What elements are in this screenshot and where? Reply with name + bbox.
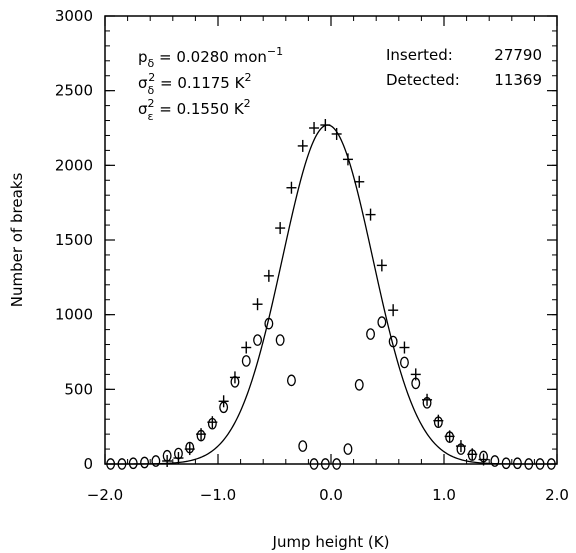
plus-marker — [365, 208, 376, 221]
y-tick-label: 1000 — [55, 306, 93, 324]
circle-marker — [298, 440, 308, 452]
circle-marker — [411, 377, 421, 390]
plus-marker — [354, 175, 365, 188]
plus-marker — [286, 181, 297, 194]
plus-marker — [241, 341, 252, 354]
circle-marker — [501, 457, 511, 470]
ticks: −2.0 −1.0 0.0 1.0 2.0 0 500 1000 1500 2000 2500 300… — [55, 7, 569, 504]
circle-marker — [264, 317, 274, 330]
detected-value: 11369 — [494, 71, 542, 89]
break-counts: Inserted: 27790 Detected: 11369 — [386, 46, 542, 89]
detected-label: Detected: — [386, 71, 460, 89]
plus-marker — [376, 259, 387, 272]
circle-marker — [456, 443, 466, 455]
circle-marker — [332, 458, 342, 470]
circle-marker — [388, 335, 398, 348]
y-tick-label: 500 — [64, 380, 93, 398]
fit-curve — [105, 124, 557, 465]
circle-marker — [309, 458, 319, 470]
circle-marker — [320, 458, 330, 470]
y-tick-label: 0 — [83, 455, 93, 473]
circle-marker — [524, 458, 534, 470]
plus-marker — [275, 222, 286, 235]
plus-marker — [252, 298, 263, 311]
circle-marker — [162, 449, 172, 462]
plus-marker — [218, 395, 229, 408]
circle-marker — [219, 401, 229, 414]
parameter-annotations: pδ = 0.0280 mon−1 σδ2 = 0.1175 K2 σε2 = … — [138, 45, 283, 123]
plus-marker — [331, 127, 342, 140]
circle-marker — [241, 355, 251, 367]
y-tick-label: 3000 — [55, 7, 93, 25]
plus-marker — [309, 122, 320, 134]
circle-marker — [513, 457, 522, 470]
circle-marker — [230, 376, 240, 388]
circle-marker — [445, 431, 455, 443]
data-markers — [106, 119, 556, 470]
circle-marker — [343, 443, 353, 455]
param-sigma-epsilon: σε2 = 0.1550 K2 — [138, 97, 251, 123]
plus-marker — [399, 341, 410, 354]
circle-marker — [377, 316, 387, 328]
circle-marker — [535, 458, 545, 470]
x-tick-label: 2.0 — [545, 486, 569, 504]
circle-marker — [185, 441, 195, 454]
plus-marker — [388, 304, 399, 317]
x-tick-label: 0.0 — [319, 486, 343, 504]
circle-marker — [207, 417, 217, 430]
circle-marker — [422, 396, 432, 409]
param-sigma-delta: σδ2 = 0.1175 K2 — [138, 71, 251, 97]
circle-marker — [287, 374, 296, 387]
circle-marker — [433, 416, 443, 429]
circle-marker — [196, 429, 206, 442]
y-axis-title: Number of breaks — [8, 173, 26, 308]
circle-marker — [253, 334, 262, 346]
x-axis-title: Jump height (K) — [272, 533, 390, 551]
x-tick-label: −2.0 — [87, 486, 123, 504]
circle-marker — [490, 455, 500, 467]
param-p-delta: pδ = 0.0280 mon−1 — [138, 45, 283, 70]
y-tick-label: 2000 — [55, 156, 93, 174]
plus-marker — [297, 139, 308, 152]
circle-marker — [467, 449, 477, 461]
circle-marker — [366, 328, 375, 340]
inserted-value: 27790 — [494, 46, 542, 64]
circle-marker — [173, 447, 183, 460]
circle-marker — [106, 458, 116, 470]
plus-marker — [263, 269, 274, 282]
circle-marker — [400, 356, 409, 369]
circle-marker — [354, 379, 364, 391]
plus-marker — [342, 153, 353, 166]
y-tick-label: 1500 — [55, 231, 93, 249]
circle-marker — [479, 450, 488, 463]
circle-marker — [117, 458, 127, 470]
plus-marker — [173, 452, 184, 465]
circle-marker — [128, 457, 138, 470]
y-tick-label: 2500 — [55, 82, 93, 100]
circle-marker — [546, 458, 556, 470]
circle-marker — [151, 455, 161, 467]
gaussian-fit-line — [105, 124, 557, 465]
plus-marker — [320, 119, 331, 132]
circle-marker — [140, 456, 149, 469]
plus-marker — [229, 371, 240, 384]
circle-marker — [275, 334, 285, 346]
x-tick-label: 1.0 — [432, 486, 456, 504]
x-tick-label: −1.0 — [200, 486, 236, 504]
inserted-label: Inserted: — [386, 46, 453, 64]
